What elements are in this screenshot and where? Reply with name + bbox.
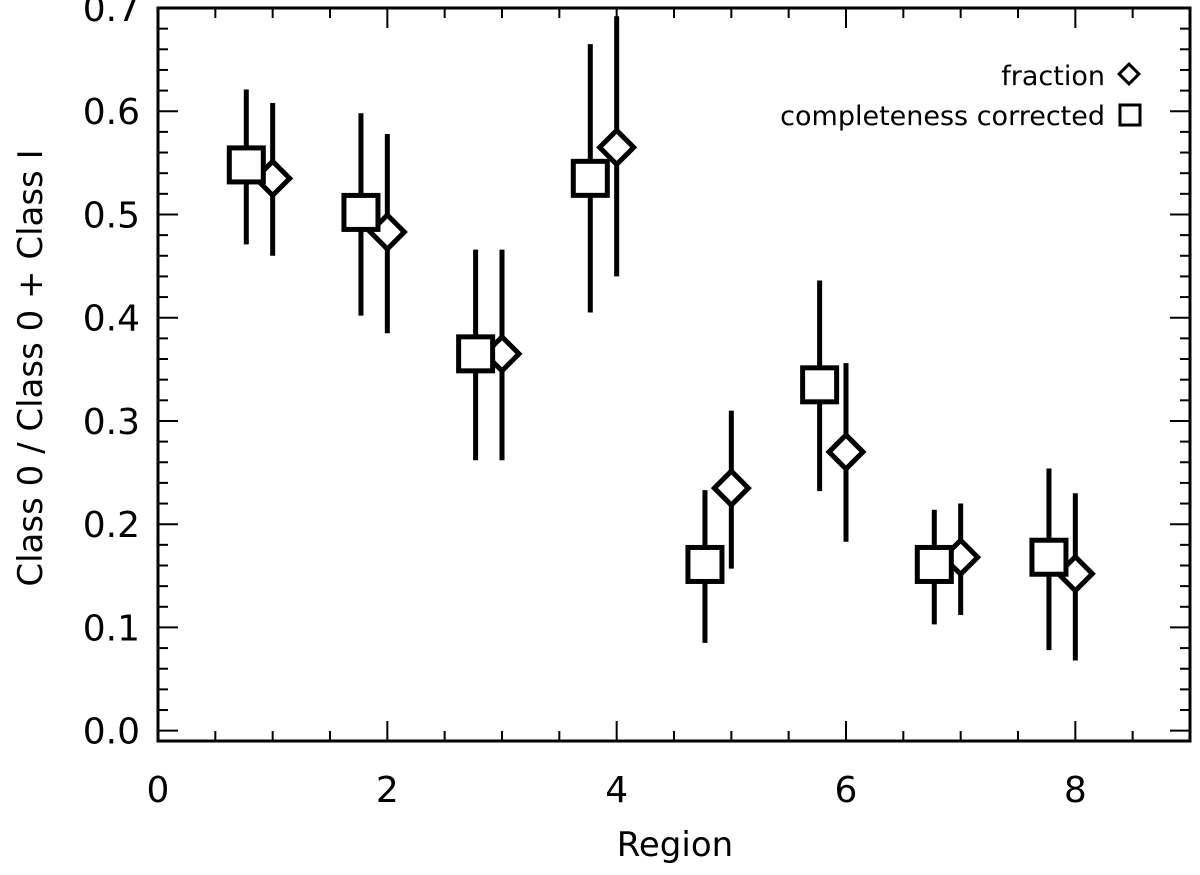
y-tick-label: 0.6 <box>83 92 140 133</box>
x-tick-label: 2 <box>376 770 399 811</box>
square-marker <box>456 334 496 374</box>
square-marker <box>341 192 381 232</box>
square-marker <box>570 158 610 198</box>
legend-square-marker <box>1118 103 1142 127</box>
legend-label-fraction: fraction <box>1001 61 1105 92</box>
legend: fraction completeness corrected <box>780 61 1142 132</box>
square-marker <box>914 544 954 584</box>
y-tick-label: 0.7 <box>83 0 140 30</box>
square-marker <box>1029 537 1069 577</box>
y-tick-label: 0.0 <box>83 712 140 753</box>
diamond-marker <box>710 467 752 509</box>
y-tick-label: 0.3 <box>83 402 140 443</box>
y-tick-label: 0.2 <box>83 505 140 546</box>
x-tick-label: 8 <box>1064 770 1087 811</box>
square-marker <box>800 365 840 405</box>
y-tick-label: 0.5 <box>83 195 140 236</box>
x-axis: 0 2 4 6 8 <box>147 8 1191 811</box>
y-axis: 0.0 0.1 0.2 0.3 0.4 0.5 0.6 0.7 <box>83 0 1190 753</box>
x-axis-title: Region <box>617 825 733 865</box>
data-markers <box>226 126 1096 595</box>
square-marker <box>685 544 725 584</box>
x-tick-label: 0 <box>147 770 170 811</box>
legend-diamond-marker <box>1116 61 1142 87</box>
legend-label-completeness-corrected: completeness corrected <box>780 101 1105 132</box>
square-marker <box>226 145 266 185</box>
y-axis-title: Class 0 / Class 0 + Class I <box>11 149 51 586</box>
y-tick-label: 0.4 <box>83 299 140 340</box>
x-tick-label: 6 <box>835 770 858 811</box>
x-tick-label: 4 <box>605 770 628 811</box>
diamond-marker <box>596 126 638 168</box>
y-tick-label: 0.1 <box>83 608 140 649</box>
diamond-marker <box>825 431 867 473</box>
